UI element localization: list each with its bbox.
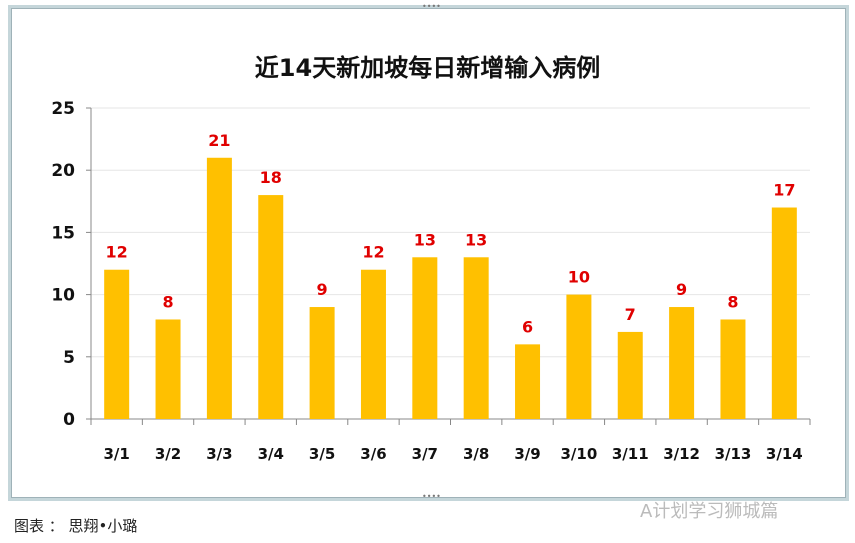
x-tick-label: 3/7	[412, 445, 438, 463]
data-label: 9	[676, 280, 687, 299]
x-tick-label: 3/3	[206, 445, 232, 463]
x-tick-label: 3/11	[612, 445, 649, 463]
data-label: 7	[625, 305, 636, 324]
x-tick-label: 3/8	[463, 445, 489, 463]
x-tick-label: 3/13	[715, 445, 752, 463]
data-label: 9	[317, 280, 328, 299]
data-label: 12	[106, 243, 128, 262]
x-tick-label: 3/12	[663, 445, 700, 463]
x-tick-label: 3/10	[560, 445, 597, 463]
chart-frame	[8, 5, 849, 501]
bar	[104, 269, 130, 419]
x-tick-label: 3/14	[766, 445, 803, 463]
x-tick-label: 3/1	[103, 445, 129, 463]
bar	[258, 195, 284, 419]
bar	[669, 307, 695, 419]
chart-title: 近14天新加坡每日新增输入病例	[254, 54, 601, 82]
y-tick-label: 10	[51, 286, 75, 306]
bar	[720, 319, 746, 419]
y-tick-label: 25	[51, 99, 75, 119]
resize-handle-bottom[interactable]: ••••	[422, 492, 441, 501]
y-tick-label: 5	[63, 348, 75, 368]
data-label: 13	[414, 230, 436, 249]
x-tick-label: 3/4	[258, 445, 284, 463]
data-label: 17	[773, 181, 795, 200]
data-label: 10	[568, 268, 590, 287]
bar	[309, 307, 335, 419]
data-label: 12	[362, 243, 384, 262]
x-tick-label: 3/6	[360, 445, 386, 463]
bar	[155, 319, 181, 419]
y-tick-label: 20	[51, 161, 75, 181]
x-tick-label: 3/5	[309, 445, 335, 463]
caption: 图表 ： 思翔•小璐	[14, 517, 138, 535]
bar	[412, 257, 438, 419]
bar	[566, 294, 592, 419]
bar	[360, 269, 386, 419]
data-label: 13	[465, 230, 487, 249]
data-label: 8	[727, 292, 738, 311]
data-label: 6	[522, 317, 533, 336]
bar	[463, 257, 489, 419]
data-label: 8	[162, 292, 173, 311]
y-tick-label: 0	[63, 410, 75, 430]
bar	[617, 331, 643, 419]
x-tick-label: 3/9	[514, 445, 540, 463]
data-label: 18	[260, 168, 282, 187]
watermark: A计划学习狮城篇	[640, 501, 779, 522]
y-tick-label: 15	[51, 223, 75, 243]
bar	[771, 207, 797, 419]
bar	[206, 157, 232, 419]
resize-handle-top[interactable]: ••••	[422, 2, 441, 11]
data-label: 21	[208, 131, 230, 150]
x-tick-label: 3/2	[155, 445, 181, 463]
bar	[515, 344, 541, 419]
